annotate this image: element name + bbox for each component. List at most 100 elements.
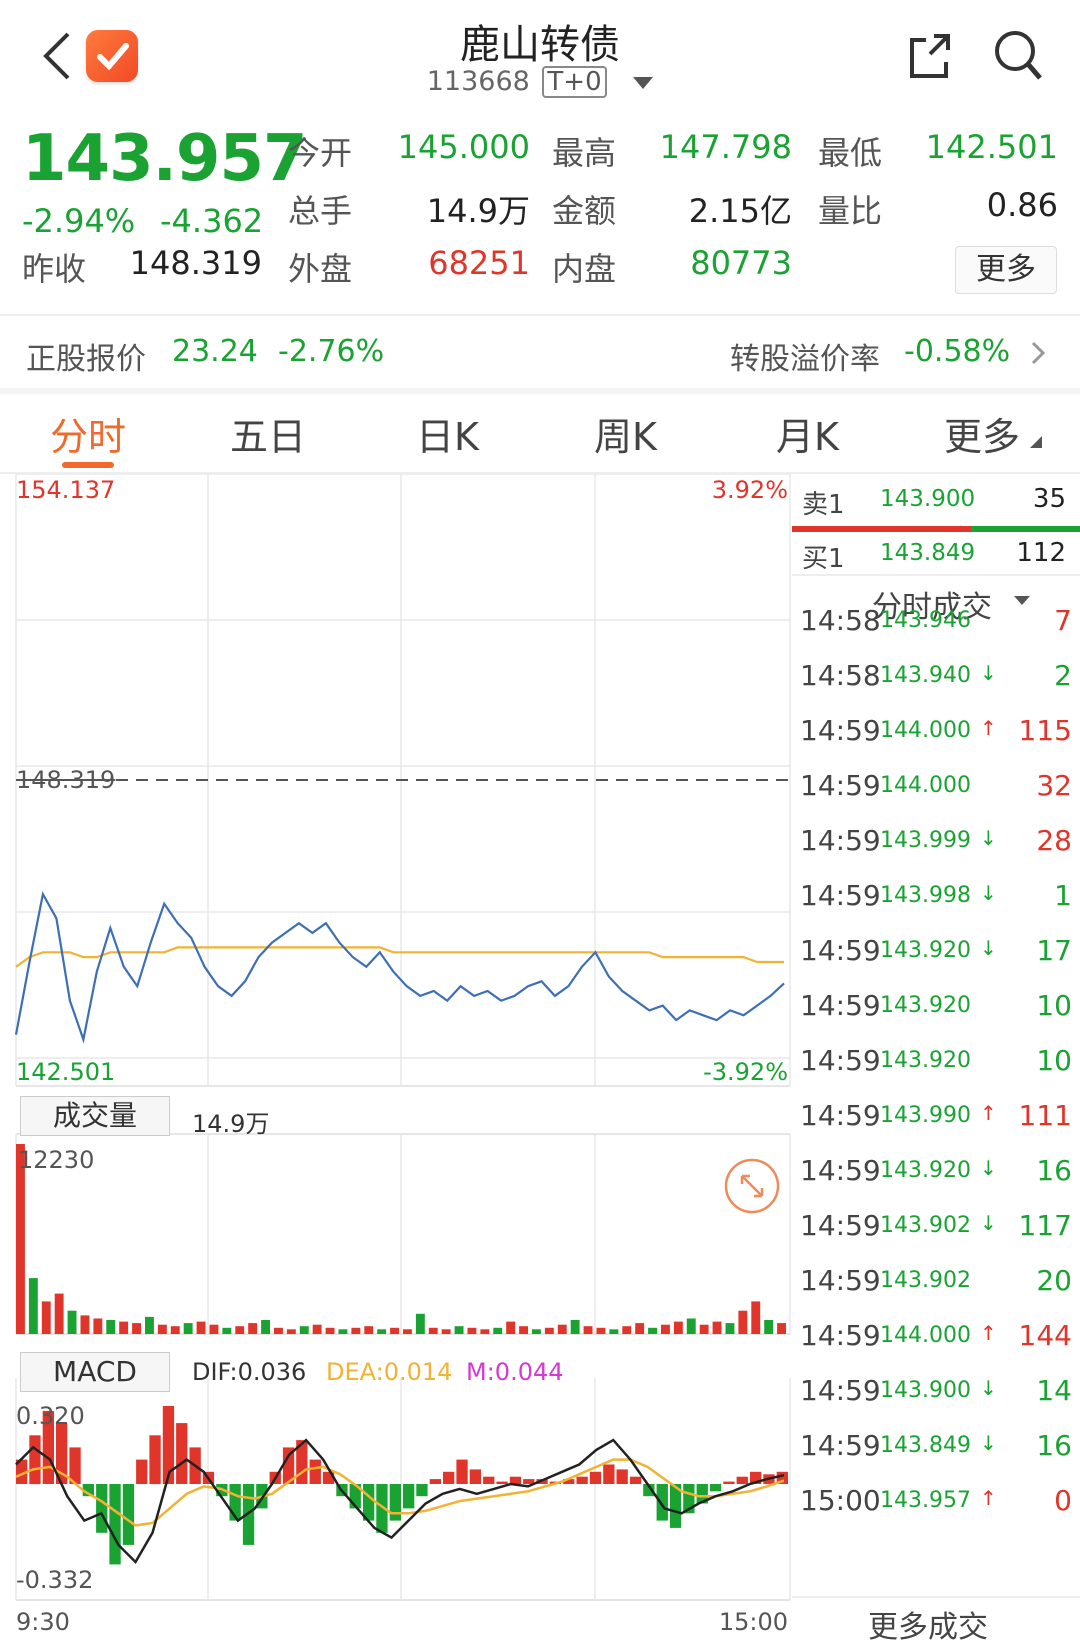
tick-row: 14:59 143.902 20 [800, 1258, 1072, 1315]
tab-five-day[interactable]: 五日 [230, 415, 307, 459]
tick-time: 14:59 [800, 1374, 881, 1407]
volume-bar [570, 1320, 580, 1334]
tick-volume: 144 [1018, 1319, 1072, 1352]
intraday-chart[interactable]: 154.137 3.92% 148.319 142.501 -3.92% 成交量… [0, 473, 792, 1640]
volume-bar [738, 1310, 748, 1334]
down-arrow-icon: ↓ [980, 1431, 997, 1455]
premium-label: 转股溢价率 [730, 342, 880, 377]
macd-bar [416, 1484, 428, 1497]
premium-value: -0.58% [904, 334, 1011, 369]
volume-bar [661, 1324, 670, 1334]
macd-bar [349, 1484, 361, 1509]
tick-time: 14:59 [800, 714, 881, 747]
dropdown-caret-icon[interactable] [1014, 596, 1030, 606]
stock-pct: -2.76% [278, 334, 385, 369]
time-start-label: 9:30 [16, 1608, 70, 1636]
tick-time: 14:59 [800, 1429, 881, 1462]
volume-bar [751, 1301, 761, 1334]
outer-value: 68251 [428, 244, 530, 282]
price-max-label: 154.137 [16, 476, 116, 504]
tab-weekly-k[interactable]: 周K [594, 415, 657, 459]
tab-daily-k[interactable]: 日K [416, 415, 479, 459]
macd-bar [149, 1435, 161, 1485]
tick-row: 14:59 143.900 ↓ 14 [800, 1368, 1072, 1425]
tab-intraday[interactable]: 分时 [50, 415, 127, 459]
down-arrow-icon: ↓ [980, 661, 997, 685]
volume-bar [596, 1327, 606, 1334]
volume-bar [467, 1327, 477, 1334]
volume-bar [403, 1329, 412, 1334]
tick-row: 14:58 143.940 ↓ 2 [800, 653, 1072, 710]
macd-bar [509, 1476, 522, 1484]
ask-ratio-fill [792, 526, 971, 532]
share-icon[interactable] [904, 30, 956, 82]
tick-volume: 0 [1054, 1484, 1072, 1517]
tick-volume: 111 [1018, 1099, 1072, 1132]
macd-bar [376, 1484, 388, 1533]
tick-row: 14:59 144.000 ↑ 115 [800, 708, 1072, 765]
tick-time: 14:59 [800, 1264, 881, 1297]
underlying-stock-bar[interactable]: 正股报价 23.24 -2.76% 转股溢价率 -0.58% [0, 316, 1080, 388]
expand-icon[interactable] [724, 1158, 780, 1214]
high-value: 147.798 [659, 128, 792, 166]
app-logo-icon[interactable] [86, 30, 138, 82]
volume-bar [274, 1327, 283, 1334]
volume-bar [222, 1327, 232, 1334]
tick-price: 143.920 [880, 993, 971, 1018]
up-arrow-icon: ↑ [980, 1101, 997, 1125]
tick-price: 143.920 [880, 1158, 971, 1183]
quote-panel: 143.957 -2.94% -4.362 今开 145.000 最高 147.… [0, 118, 1080, 314]
up-arrow-icon: ↑ [980, 1321, 997, 1345]
more-ticks-button[interactable]: 更多成交 [868, 1610, 988, 1645]
macd-bar [69, 1447, 81, 1484]
volume-bar [454, 1326, 464, 1334]
low-label: 最低 [818, 134, 883, 172]
volume-bar [54, 1293, 64, 1334]
tab-more[interactable]: 更多 [944, 415, 1021, 459]
back-arrow-icon[interactable] [38, 28, 78, 84]
dif-line [15, 1438, 785, 1565]
macd-indicator-button[interactable]: MACD [20, 1352, 170, 1392]
tick-volume: 28 [1036, 824, 1072, 857]
tick-time: 14:59 [800, 769, 881, 802]
security-code[interactable]: 113668 T+0 [0, 66, 1080, 98]
tick-volume: 14 [1036, 1374, 1072, 1407]
tab-monthly-k[interactable]: 月K [776, 415, 839, 459]
macd-max-label: 0.320 [16, 1402, 85, 1430]
top-bar: 鹿山转债 113668 T+0 [0, 0, 1080, 118]
macd-bar [176, 1423, 188, 1484]
tick-price: 143.998 [880, 883, 971, 908]
tick-volume: 20 [1036, 1264, 1072, 1297]
ratio-label: 量比 [818, 192, 883, 230]
ticks-title[interactable]: 分时成交 [872, 590, 992, 625]
tick-price: 143.902 [880, 1213, 971, 1238]
divider [0, 388, 1080, 394]
dropdown-caret-icon[interactable] [633, 76, 654, 89]
volume-bar [132, 1323, 141, 1334]
volume-bar [312, 1324, 322, 1334]
down-arrow-icon: ↓ [980, 1156, 997, 1180]
tick-time: 14:59 [800, 989, 881, 1022]
volume-bar [544, 1327, 554, 1334]
macd-bar [56, 1423, 68, 1484]
macd-bar [16, 1459, 28, 1484]
macd-bar [523, 1479, 535, 1484]
tick-price: 143.900 [880, 1378, 971, 1403]
more-quote-button[interactable]: 更多 [955, 246, 1057, 294]
macd-bar [42, 1410, 54, 1484]
search-icon[interactable] [992, 28, 1044, 82]
macd-bar [776, 1471, 788, 1484]
macd-min-label: -0.332 [16, 1566, 94, 1594]
divider [792, 574, 1080, 576]
tick-row: 14:59 143.920 ↓ 17 [800, 928, 1072, 985]
tick-volume: 32 [1036, 769, 1072, 802]
macd-bar [122, 1484, 135, 1545]
bid-label: 买1 [802, 544, 845, 574]
volume-indicator-button[interactable]: 成交量 [20, 1096, 170, 1136]
ask-price: 143.900 [880, 486, 976, 512]
prev-close-label: 148.319 [16, 766, 116, 794]
divider [792, 1596, 1080, 1598]
open-value: 145.000 [397, 128, 530, 166]
tick-price: 143.849 [880, 1433, 971, 1458]
volume-bar [480, 1329, 490, 1334]
